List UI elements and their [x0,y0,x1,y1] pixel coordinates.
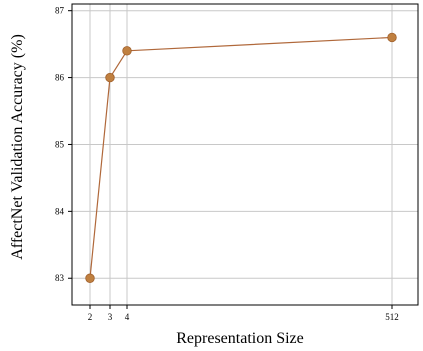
series-line [89,36,393,279]
y-tick-label: 86 [55,73,65,83]
y-axis-ticks: 83 84 85 86 87 [55,6,72,283]
data-point [105,72,115,83]
x-axis-label: Representation Size [176,330,304,347]
data-point [122,46,132,56]
series [85,32,397,283]
plot-frame [71,3,419,306]
x-tick-label: 512 [385,312,399,322]
y-tick-label: 84 [55,206,65,216]
y-axis-label: AffectNet Validation Accuracy (%) [9,34,26,260]
y-tick-label: 85 [55,139,65,149]
y-tick-label: 83 [55,273,65,283]
data-point [387,32,397,43]
x-tick-label: 2 [88,312,93,322]
x-tick-label: 3 [108,312,113,322]
y-tick-label: 87 [55,6,65,16]
x-axis-ticks: 2 3 4 512 [88,305,399,322]
x-tick-label: 4 [125,312,130,322]
data-point [85,273,95,283]
